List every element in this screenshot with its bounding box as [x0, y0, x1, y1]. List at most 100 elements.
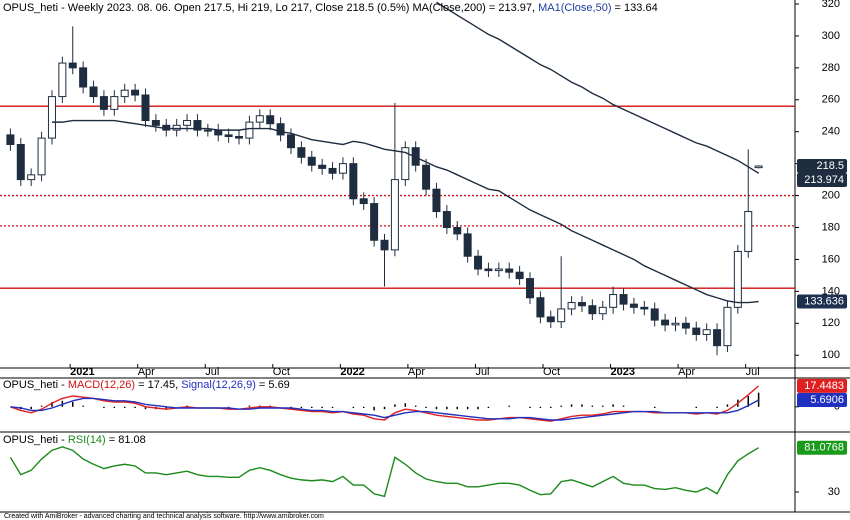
- value-badge-label: 5.6906: [810, 394, 844, 406]
- candle-body: [235, 136, 244, 139]
- candle-body: [172, 124, 181, 131]
- series-line: [9, 446, 759, 498]
- candle-body: [255, 115, 264, 123]
- candle-body: [671, 322, 680, 326]
- candle-body: [110, 96, 119, 110]
- candle-body: [442, 211, 451, 229]
- candle-body: [349, 163, 358, 200]
- candle-body: [99, 96, 108, 110]
- candle-body: [702, 329, 711, 335]
- y-tick-label: 30: [828, 486, 840, 498]
- candle-body: [89, 86, 98, 98]
- candle-body: [297, 147, 306, 158]
- y-tick-label: 160: [822, 253, 840, 265]
- candle-body: [276, 123, 285, 136]
- series-line: [436, 1, 759, 174]
- candle-body: [359, 198, 368, 205]
- candle-body: [536, 297, 545, 318]
- candle-body: [224, 134, 233, 138]
- candle-body: [681, 322, 690, 329]
- candle-body: [422, 164, 431, 190]
- candle-body: [401, 147, 410, 181]
- x-tick-label: Apr: [138, 366, 155, 378]
- title-part: Signal(12,26,9): [181, 379, 256, 391]
- candle-body: [598, 306, 607, 315]
- candle-body: [619, 294, 628, 305]
- candle-body: [286, 134, 295, 149]
- value-badge: [797, 378, 847, 393]
- x-tick-label: Apr: [678, 366, 695, 378]
- candle-body: [629, 303, 638, 308]
- candle-body: [733, 250, 742, 308]
- x-tick-label: Oct: [543, 366, 560, 378]
- y-tick-label: 260: [822, 94, 840, 106]
- value-badge-label: 81.0768: [804, 442, 844, 454]
- x-tick-label: 2021: [70, 366, 94, 378]
- candle-body: [505, 268, 514, 273]
- x-tick-label: 2022: [340, 366, 364, 378]
- panel-title: OPUS_heti - Weekly 2023. 08. 06. Open 21…: [3, 2, 658, 14]
- candle-body: [463, 233, 472, 257]
- x-tick-label: Jul: [205, 366, 219, 378]
- candle-body: [557, 308, 566, 323]
- panel-title: OPUS_heti - MACD(12,26) = 17.45, Signal(…: [3, 379, 290, 391]
- candle-body: [58, 62, 67, 98]
- candle-body: [79, 67, 88, 88]
- candle-body: [131, 89, 140, 96]
- y-tick-label: 120: [822, 317, 840, 329]
- candle-body: [390, 179, 399, 251]
- panel-title: OPUS_heti - RSI(14) = 81.08: [3, 434, 146, 446]
- candle-body: [37, 137, 46, 176]
- y-tick-label: 280: [822, 62, 840, 74]
- candle-body: [661, 319, 670, 326]
- candle-body: [183, 120, 192, 126]
- title-part: = 5.69: [256, 379, 290, 391]
- candle-body: [6, 134, 15, 145]
- candle-body: [453, 227, 462, 235]
- value-badge-label: 213.974: [804, 174, 844, 186]
- candle-body: [151, 120, 160, 126]
- candle-body: [567, 302, 576, 310]
- candle-body: [307, 156, 316, 166]
- candle-body: [640, 306, 649, 310]
- candle-body: [141, 94, 150, 122]
- candle-body: [47, 96, 56, 139]
- y-tick-label: 100: [822, 349, 840, 361]
- footer: Created with AmiBroker - advanced charti…: [4, 513, 324, 520]
- candle-body: [120, 89, 129, 98]
- value-badge: [797, 440, 847, 455]
- candle-body: [68, 62, 77, 69]
- candle-body: [723, 306, 732, 347]
- value-badge: [797, 159, 847, 174]
- title-part: MA1(Close,50): [538, 2, 611, 14]
- candle-body: [515, 271, 524, 280]
- candle-body: [370, 203, 379, 241]
- y-tick-label: 300: [822, 30, 840, 42]
- candle-body: [266, 115, 275, 125]
- title-part: = 133.64: [612, 2, 658, 14]
- candle-body: [27, 174, 36, 181]
- candle-body: [744, 211, 753, 252]
- candle-body: [16, 143, 25, 181]
- series-line: [10, 397, 759, 421]
- series-line: [51, 119, 759, 304]
- x-tick-label: Jul: [475, 366, 489, 378]
- title-part: OPUS_heti -: [3, 379, 68, 391]
- candle-body: [526, 278, 534, 299]
- value-badge: [797, 294, 847, 309]
- candle-body: [577, 302, 586, 307]
- x-tick-label: Oct: [273, 366, 290, 378]
- candle-body: [432, 188, 441, 213]
- candle-body: [588, 305, 597, 315]
- y-tick-label: 240: [822, 126, 840, 138]
- candle-body: [484, 268, 493, 272]
- y-tick-label: 140: [822, 285, 840, 297]
- candle-body: [713, 329, 722, 347]
- title-part: RSI(14): [68, 434, 106, 446]
- candle-body: [609, 294, 618, 308]
- candle-body: [692, 327, 701, 335]
- y-tick-label: 180: [822, 221, 840, 233]
- candle-body: [245, 121, 254, 139]
